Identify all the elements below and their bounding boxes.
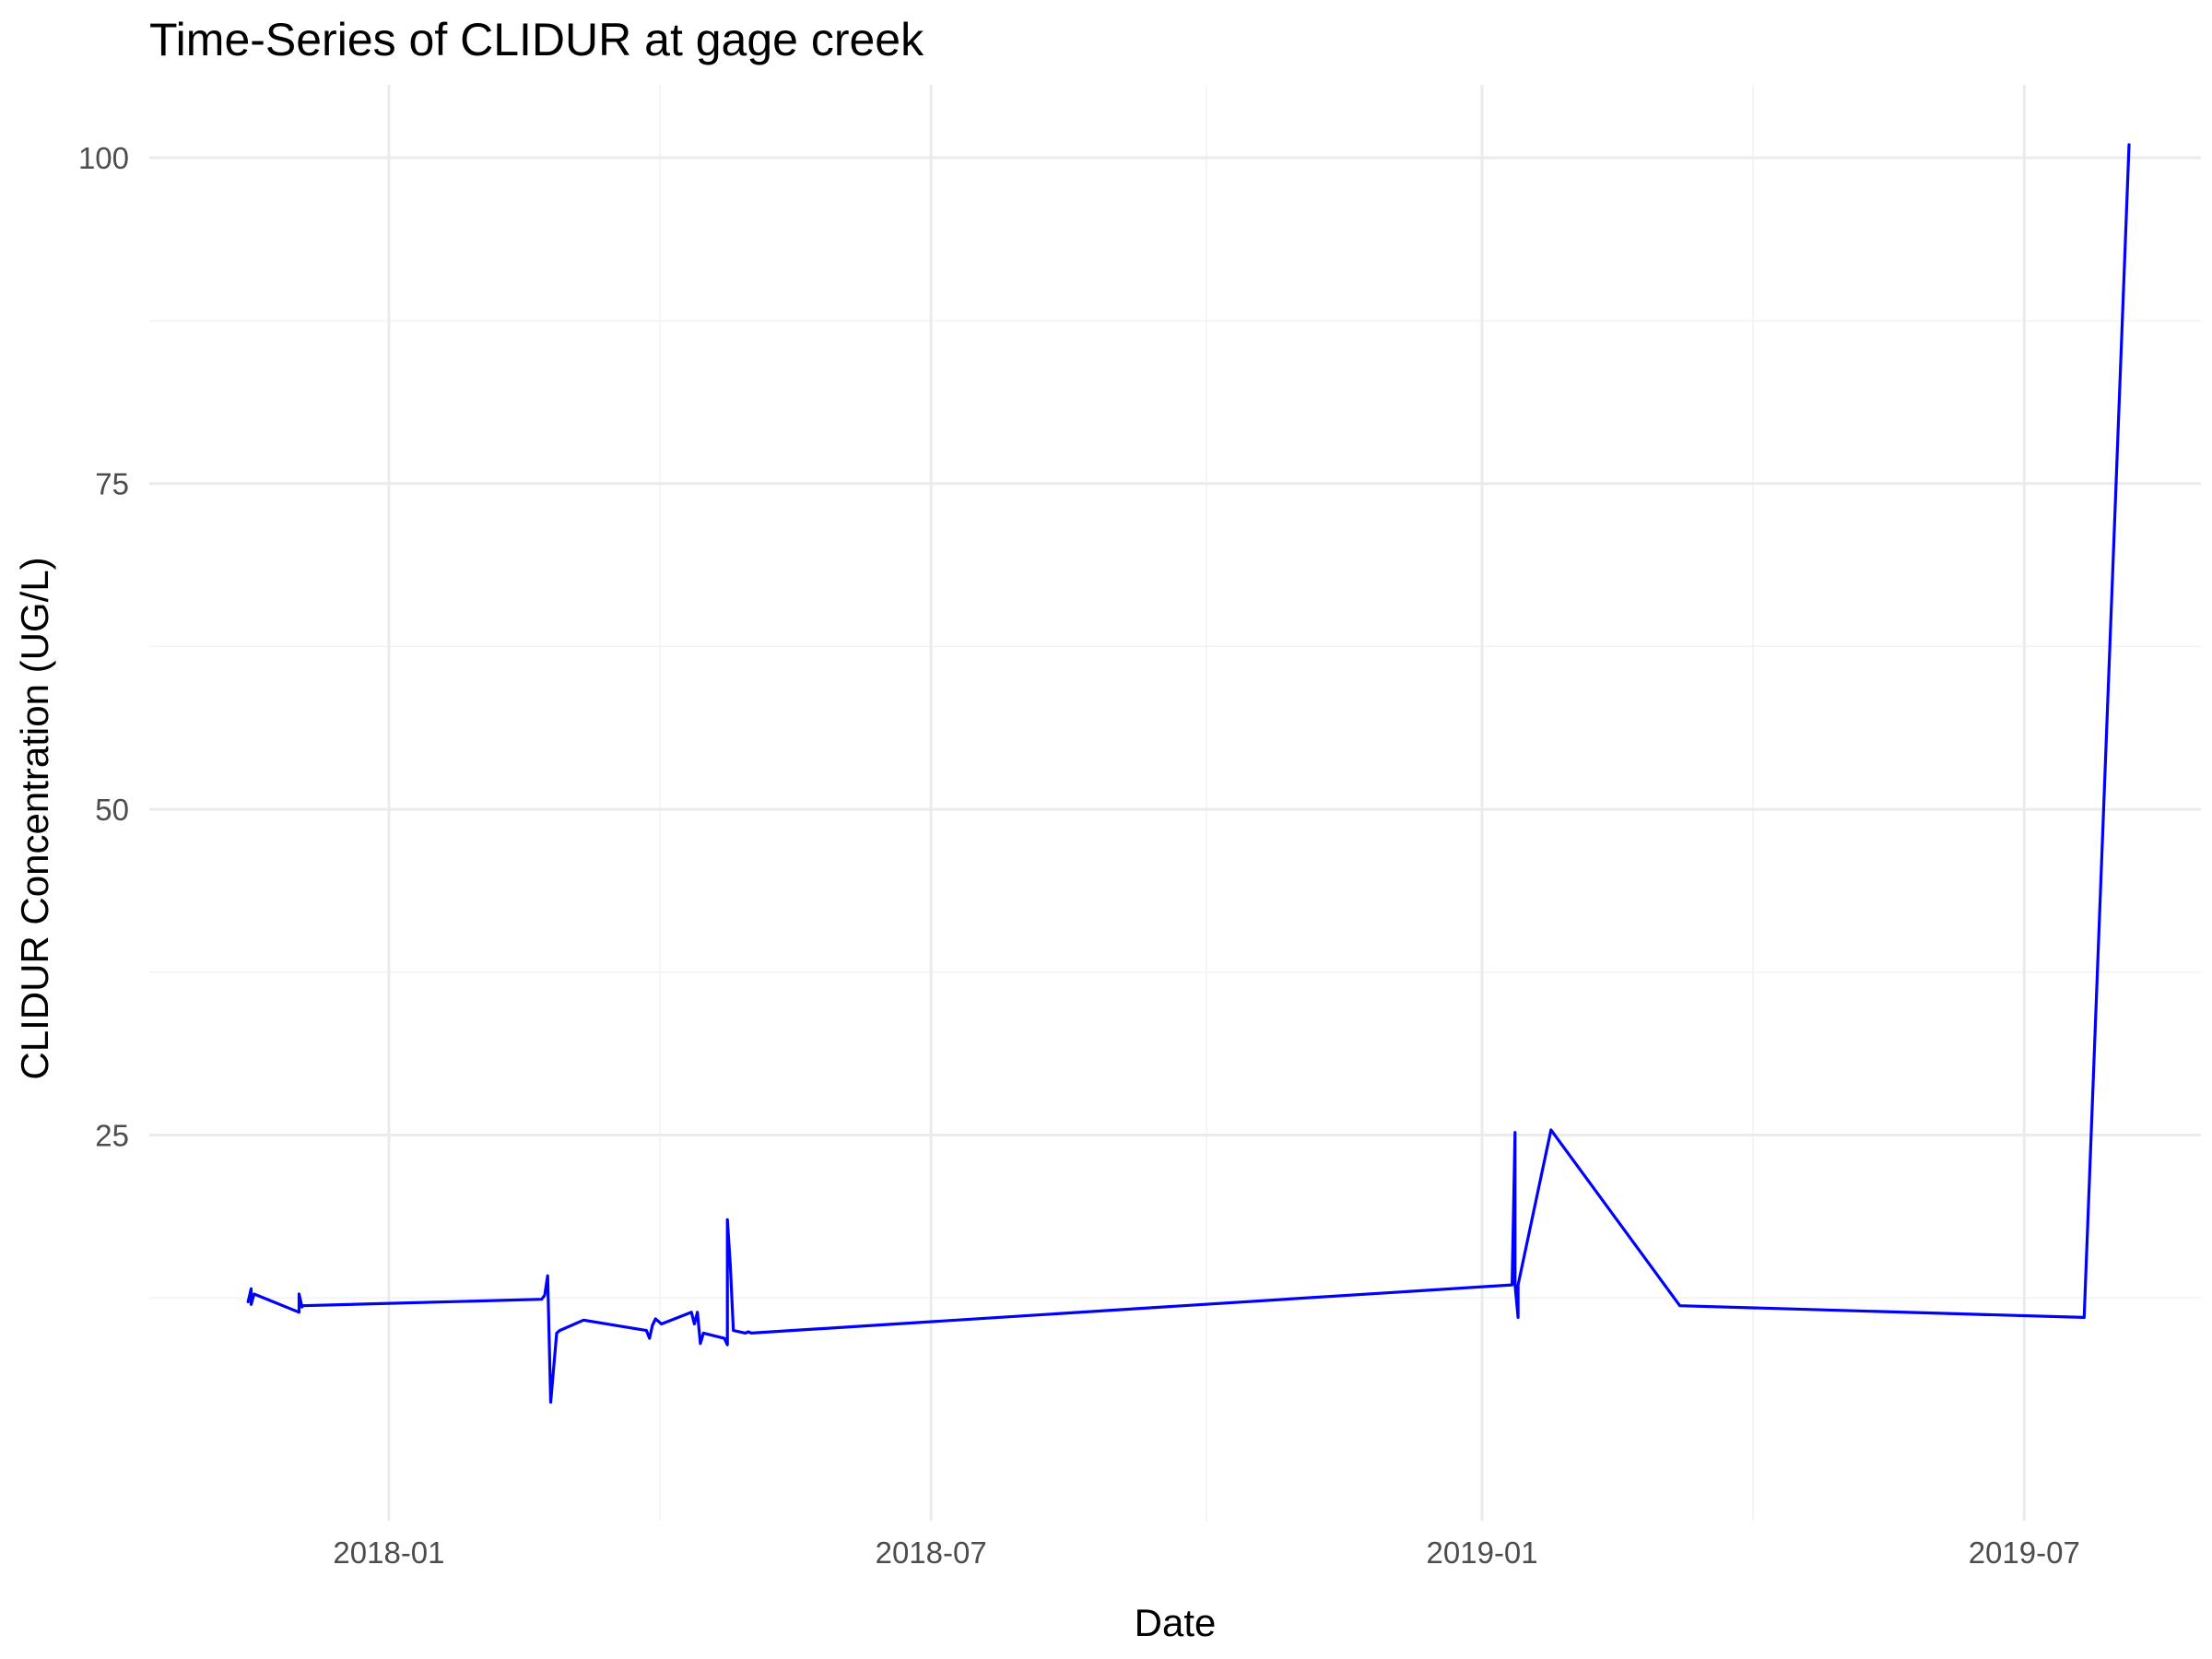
y-axis-tick-labels: 25 50 75 100 — [78, 141, 129, 1152]
x-axis-label: Date — [1135, 1601, 1217, 1644]
minor-gridlines — [149, 85, 2201, 1521]
y-tick-label: 75 — [95, 467, 129, 501]
y-tick-label: 25 — [95, 1119, 129, 1153]
y-axis-label: CLIDUR Concentration (UG/L) — [13, 557, 56, 1079]
major-gridlines — [149, 85, 2201, 1521]
y-tick-label: 100 — [78, 141, 129, 175]
series-line — [246, 143, 2131, 1404]
x-tick-label: 2019-07 — [1969, 1535, 2080, 1570]
chart-title: Time-Series of CLIDUR at gage creek — [149, 14, 924, 65]
x-tick-label: 2018-01 — [333, 1535, 444, 1570]
series-layer — [246, 143, 2131, 1404]
x-axis-tick-labels: 2018-01 2018-07 2019-01 2019-07 — [333, 1535, 2079, 1570]
x-tick-label: 2019-01 — [1427, 1535, 1538, 1570]
x-tick-label: 2018-07 — [876, 1535, 987, 1570]
y-tick-label: 50 — [95, 793, 129, 827]
